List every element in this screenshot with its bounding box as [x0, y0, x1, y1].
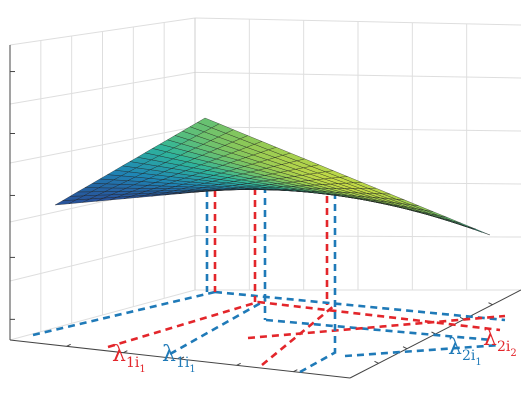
label-lambda-1i1-blue: λ1i1	[162, 342, 196, 375]
floor-line-blue	[214, 290, 506, 322]
label-lambda-2i1-blue: λ2i1	[448, 335, 482, 368]
x-tick	[123, 350, 128, 354]
floor-line-red	[247, 314, 506, 340]
label-lambda-1i1-red: λ1i1	[112, 342, 146, 375]
floor-line-blue	[265, 318, 493, 342]
surface-patch	[467, 226, 491, 236]
floor-line-blue	[169, 298, 267, 356]
x-tick	[236, 362, 241, 366]
surface-patch	[453, 221, 476, 230]
y-tick	[488, 302, 493, 306]
surface-patch	[439, 215, 462, 224]
floor-line-blue	[299, 350, 337, 374]
y-tick	[374, 360, 379, 364]
floor-line-blue	[32, 290, 216, 337]
floor-line-red	[261, 303, 336, 367]
floor-line-blue	[344, 343, 501, 358]
x-tick	[293, 369, 298, 373]
y-tick	[402, 346, 408, 350]
x-tick	[66, 343, 71, 347]
x-tick	[179, 356, 185, 360]
surface-mesh	[54, 117, 491, 236]
floor-line-red	[107, 300, 259, 349]
label-lambda-2i2-red: λ2i2	[483, 326, 517, 359]
floor-line-red	[257, 300, 501, 332]
axis-value-labels: λ1i1 λ1i1 λ2i1 λ2i2	[112, 326, 517, 375]
